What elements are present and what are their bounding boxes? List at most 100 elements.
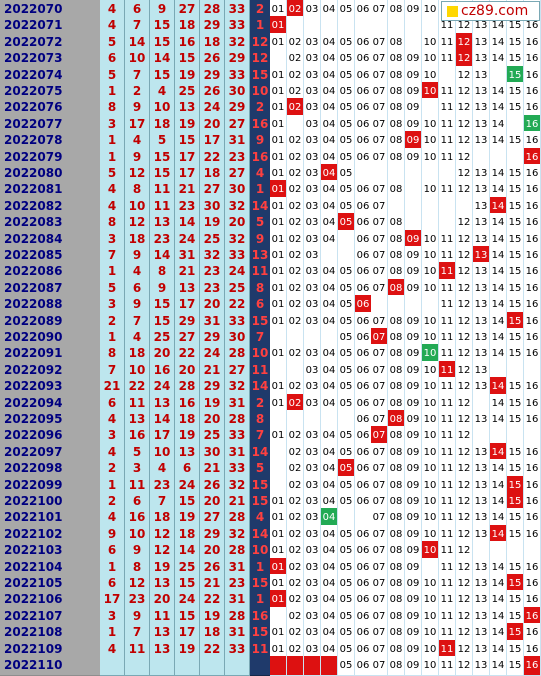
red-ball-4: 13 bbox=[175, 279, 200, 299]
red-ball-4: 15 bbox=[175, 131, 200, 151]
red-ball-3: 20 bbox=[150, 590, 175, 610]
issue-number: 2022102 bbox=[0, 525, 85, 545]
red-ball-3: 13 bbox=[150, 394, 175, 414]
red-ball-5: 17 bbox=[200, 131, 225, 151]
blue-ball: 14 bbox=[250, 443, 270, 463]
red-ball-2: 10 bbox=[125, 197, 150, 217]
red-ball-5: 29 bbox=[200, 525, 225, 545]
blue-distribution-cell bbox=[321, 656, 338, 676]
red-ball-6: 28 bbox=[225, 410, 250, 430]
blue-ball: 14 bbox=[250, 377, 270, 397]
red-ball-4: 13 bbox=[175, 98, 200, 118]
red-ball-5: 20 bbox=[200, 410, 225, 430]
issue-number: 2022070 bbox=[0, 0, 85, 20]
red-ball-5: 26 bbox=[200, 476, 225, 496]
red-ball-3: 14 bbox=[150, 246, 175, 266]
red-ball-4: 27 bbox=[175, 0, 200, 20]
blue-distribution-cell: 14 bbox=[490, 656, 507, 676]
red-ball-5: 24 bbox=[200, 98, 225, 118]
red-ball-6: 27 bbox=[225, 164, 250, 184]
red-ball-3: 12 bbox=[150, 525, 175, 545]
red-ball-4: 16 bbox=[175, 394, 200, 414]
blue-ball: 16 bbox=[250, 148, 270, 168]
red-ball-1: 21 bbox=[100, 377, 125, 397]
issue-number: 2022086 bbox=[0, 262, 85, 282]
blue-ball: 12 bbox=[250, 49, 270, 69]
watermark-text: cz89.com bbox=[461, 3, 529, 19]
red-ball-3: 16 bbox=[150, 361, 175, 381]
red-ball-5: 26 bbox=[200, 558, 225, 578]
issue-number: 2022110 bbox=[0, 656, 85, 676]
red-ball-3: 15 bbox=[150, 164, 175, 184]
red-ball-2: 14 bbox=[125, 33, 150, 53]
red-ball-3: 12 bbox=[150, 541, 175, 561]
red-ball-6: 32 bbox=[225, 33, 250, 53]
red-ball-3: 23 bbox=[150, 476, 175, 496]
red-ball-6: 33 bbox=[225, 0, 250, 20]
issue-number: 2022099 bbox=[0, 476, 85, 496]
blue-distribution-cell bbox=[304, 656, 321, 676]
red-ball-3: 24 bbox=[150, 377, 175, 397]
red-ball-6: 33 bbox=[225, 459, 250, 479]
blue-ball: 16 bbox=[250, 607, 270, 627]
red-ball-4 bbox=[175, 656, 200, 676]
blue-distribution-cell: 08 bbox=[388, 656, 405, 676]
red-ball-4: 21 bbox=[175, 180, 200, 200]
red-ball-3: 10 bbox=[150, 443, 175, 463]
red-ball-6: 33 bbox=[225, 16, 250, 36]
red-ball-1 bbox=[100, 656, 125, 676]
blue-ball bbox=[250, 656, 270, 676]
red-ball-2: 18 bbox=[125, 230, 150, 250]
red-ball-6: 32 bbox=[225, 476, 250, 496]
blue-distribution-cell: 05 bbox=[338, 656, 355, 676]
red-ball-6: 31 bbox=[225, 590, 250, 610]
red-ball-5: 19 bbox=[200, 607, 225, 627]
red-ball-6: 33 bbox=[225, 640, 250, 660]
red-ball-2: 13 bbox=[125, 410, 150, 430]
red-ball-5 bbox=[200, 656, 225, 676]
red-ball-6: 25 bbox=[225, 279, 250, 299]
watermark: cz89.com bbox=[441, 1, 540, 21]
red-ball-5: 20 bbox=[200, 541, 225, 561]
issue-number: 2022079 bbox=[0, 148, 85, 168]
blue-distribution-cell: 10 bbox=[422, 656, 439, 676]
red-ball-5: 30 bbox=[200, 443, 225, 463]
red-ball-3: 11 bbox=[150, 180, 175, 200]
blue-distribution-cell: 07 bbox=[371, 656, 388, 676]
red-ball-6 bbox=[225, 656, 250, 676]
red-ball-2: 10 bbox=[125, 525, 150, 545]
red-ball-4: 19 bbox=[175, 426, 200, 446]
red-ball-6: 30 bbox=[225, 82, 250, 102]
issue-number: 2022104 bbox=[0, 558, 85, 578]
blue-ball: 15 bbox=[250, 574, 270, 594]
red-ball-6: 29 bbox=[225, 98, 250, 118]
red-ball-4: 20 bbox=[175, 361, 200, 381]
blue-distribution-cell: 11 bbox=[439, 656, 456, 676]
issue-number: 2022092 bbox=[0, 361, 85, 381]
red-ball-5: 29 bbox=[200, 66, 225, 86]
red-ball-4: 25 bbox=[175, 558, 200, 578]
blue-distribution-cell: 06 bbox=[355, 656, 372, 676]
issue-number: 2022072 bbox=[0, 33, 85, 53]
red-ball-6: 31 bbox=[225, 443, 250, 463]
red-ball-5: 22 bbox=[200, 148, 225, 168]
red-ball-5: 19 bbox=[200, 394, 225, 414]
blue-ball: 10 bbox=[250, 344, 270, 364]
red-ball-6: 32 bbox=[225, 230, 250, 250]
red-ball-3: 23 bbox=[150, 230, 175, 250]
red-ball-3: 17 bbox=[150, 426, 175, 446]
red-ball-6: 28 bbox=[225, 508, 250, 528]
red-ball-4: 19 bbox=[175, 640, 200, 660]
red-ball-3 bbox=[150, 656, 175, 676]
blue-ball: 11 bbox=[250, 640, 270, 660]
row-spacer bbox=[85, 656, 100, 676]
red-ball-4: 24 bbox=[175, 590, 200, 610]
red-ball-4: 15 bbox=[175, 607, 200, 627]
red-ball-6: 33 bbox=[225, 312, 250, 332]
red-ball-2: 23 bbox=[125, 590, 150, 610]
blue-distribution-cell bbox=[287, 656, 304, 676]
red-ball-5: 30 bbox=[200, 197, 225, 217]
red-ball-4: 25 bbox=[175, 82, 200, 102]
issue-number: 2022089 bbox=[0, 312, 85, 332]
